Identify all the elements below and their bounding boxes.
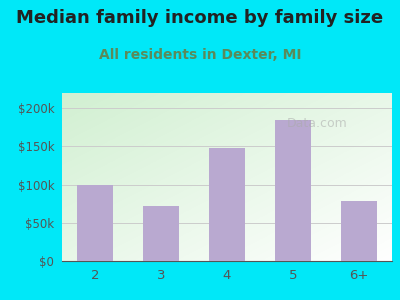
Bar: [77, 184, 113, 261]
Text: Median family income by family size: Median family income by family size: [16, 9, 384, 27]
Text: All residents in Dexter, MI: All residents in Dexter, MI: [99, 48, 301, 62]
Bar: [341, 201, 377, 261]
Bar: [143, 206, 179, 261]
Text: Data.com: Data.com: [286, 117, 347, 130]
Bar: [275, 120, 311, 261]
Bar: [209, 148, 245, 261]
